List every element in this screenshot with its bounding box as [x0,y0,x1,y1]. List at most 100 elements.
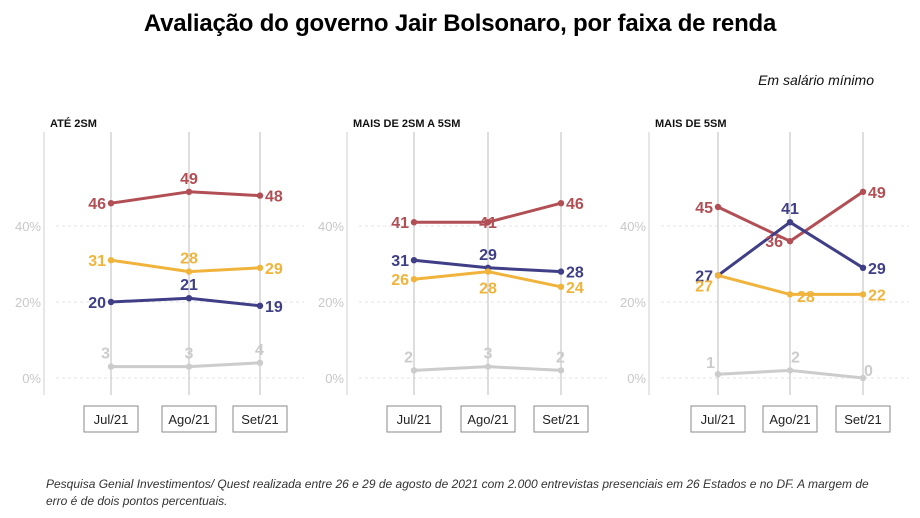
data-point-navy [557,268,565,275]
data-point-yellow [484,268,492,275]
x-tick-label: Jul/21 [397,412,432,427]
data-point-gray [107,363,115,370]
data-label-gray: 3 [185,346,194,363]
data-label-gray: 0 [864,363,873,380]
data-label-gray: 3 [484,346,493,363]
data-point-yellow [107,257,115,264]
data-label-navy: 29 [479,247,497,264]
data-label-navy: 31 [391,253,409,270]
data-point-gray [484,363,492,370]
data-label-gray: 2 [404,349,413,366]
data-label-red: 36 [765,234,783,251]
data-label-yellow: 27 [695,278,713,295]
data-label-yellow: 24 [566,280,584,297]
panel-title-3: MAIS DE 5SM [655,118,727,130]
category-box [835,405,891,433]
data-point-red [786,238,794,245]
data-label-yellow: 28 [180,251,198,268]
data-label-red: 48 [265,189,283,206]
data-label-navy: 41 [781,201,799,218]
data-point-navy [786,219,794,226]
data-label-navy: 27 [695,268,713,285]
data-point-gray [714,371,722,378]
data-point-red [410,219,418,226]
y-tick-label: 0% [22,371,41,386]
chart-panel-1: 0% 20% 40% 46 49 48 31 28 29 20 21 19 3 3 4 Jul/21 Ago/2… [15,132,304,433]
data-point-yellow [859,291,867,298]
data-label-navy: 19 [265,299,283,316]
x-tick-label: Ago/21 [168,412,209,427]
data-label-red: 41 [391,215,409,232]
data-label-yellow: 22 [868,287,886,304]
category-box [762,405,818,433]
category-box [232,405,288,433]
data-point-yellow [557,283,565,290]
data-label-yellow: 29 [265,261,283,278]
data-point-red [557,200,565,207]
data-label-red: 46 [88,196,106,213]
data-point-gray [256,359,264,366]
x-tick-label: Set/21 [542,412,580,427]
category-box [460,405,516,433]
data-label-red: 49 [180,171,198,188]
x-tick-label: Set/21 [844,412,882,427]
data-point-gray [557,367,565,374]
data-point-red [185,188,193,195]
data-label-red: 45 [695,200,713,217]
data-point-navy [256,302,264,309]
panel-title-1: ATÉ 2SM [50,118,97,130]
data-point-gray [185,363,193,370]
data-label-navy: 21 [180,277,198,294]
data-label-gray: 3 [101,346,110,363]
category-box [690,405,746,433]
y-tick-label: 40% [318,219,344,234]
y-tick-label: 0% [325,371,344,386]
data-label-gray: 1 [706,355,715,372]
data-point-yellow [410,276,418,283]
data-label-gray: 2 [791,349,800,366]
data-point-gray [859,374,867,382]
x-tick-label: Jul/21 [94,412,129,427]
data-label-yellow: 26 [391,272,409,289]
category-box [386,405,442,433]
data-point-gray [786,367,794,374]
data-label-yellow: 31 [88,253,106,270]
chart-panel-3: 0% 20% 40% 45 36 49 27 41 29 27 28 22 1 2 0 Jul/21 Ago/2… [620,132,909,433]
data-point-yellow [185,268,193,275]
data-label-gray: 2 [556,349,565,366]
y-tick-label: 20% [318,295,344,310]
data-label-navy: 29 [868,261,886,278]
x-tick-label: Jul/21 [701,412,736,427]
data-point-navy [107,298,115,306]
y-tick-label: 40% [620,219,646,234]
data-point-red [256,192,264,199]
x-tick-label: Ago/21 [467,412,508,427]
x-tick-label: Set/21 [241,412,279,427]
data-label-red: 41 [479,215,497,232]
unit-note: Em salário mínimo [758,72,874,88]
data-point-red [484,219,492,226]
series-line-red [109,190,262,205]
data-label-navy: 20 [88,295,106,312]
data-point-navy [185,295,193,302]
series-line-navy [109,296,262,308]
footnote: Pesquisa Genial Investimentos/ Quest rea… [46,477,869,508]
x-tick-label: Ago/21 [769,412,810,427]
data-label-yellow: 28 [797,289,815,306]
data-point-navy [859,264,867,271]
data-point-red [714,203,722,211]
data-label-gray: 4 [255,342,264,359]
data-point-gray [410,367,418,374]
y-tick-label: 20% [620,295,646,310]
data-label-red: 46 [566,196,584,213]
data-label-navy: 28 [566,265,584,282]
panel-title-2: MAIS DE 2SM A 5SM [353,118,461,130]
y-tick-label: 40% [15,219,41,234]
data-label-yellow: 28 [479,281,497,298]
data-point-navy [410,257,418,264]
data-point-red [859,188,867,195]
data-point-yellow [714,272,722,279]
data-point-yellow [786,291,794,298]
